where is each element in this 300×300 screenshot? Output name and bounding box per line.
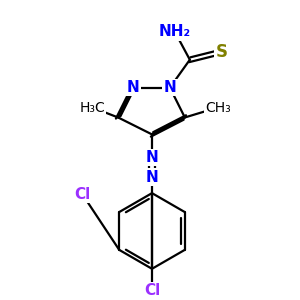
Text: N: N [146, 150, 158, 165]
Text: N: N [164, 80, 176, 95]
Text: CH₃: CH₃ [205, 100, 231, 115]
Text: H₃C: H₃C [80, 100, 105, 115]
Text: N: N [127, 80, 140, 95]
Text: Cl: Cl [144, 283, 160, 298]
Text: N: N [146, 170, 158, 185]
Text: NH₂: NH₂ [159, 24, 191, 39]
Text: Cl: Cl [74, 187, 90, 202]
Text: S: S [216, 43, 228, 61]
